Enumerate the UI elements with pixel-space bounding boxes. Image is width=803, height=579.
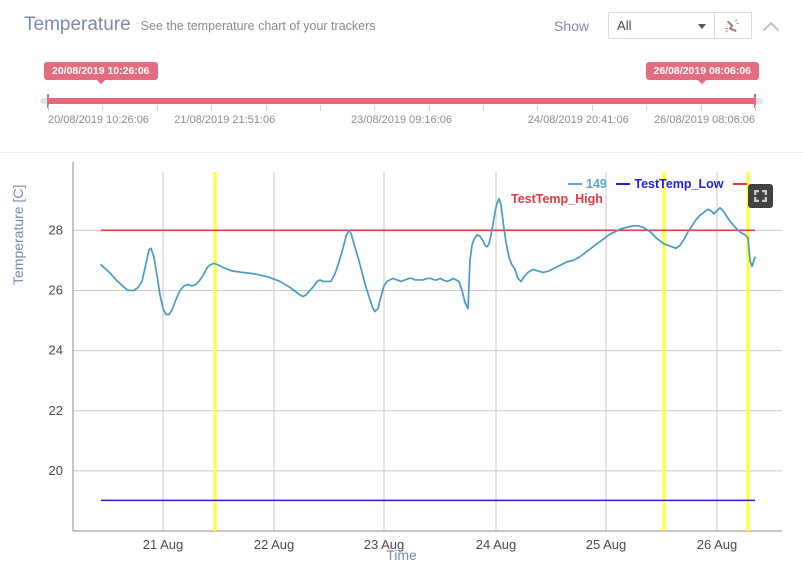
svg-text:28: 28 [49,222,63,237]
svg-text:20: 20 [49,463,63,478]
svg-text:26: 26 [49,282,63,297]
svg-text:22: 22 [49,403,63,418]
svg-text:24: 24 [49,343,63,358]
